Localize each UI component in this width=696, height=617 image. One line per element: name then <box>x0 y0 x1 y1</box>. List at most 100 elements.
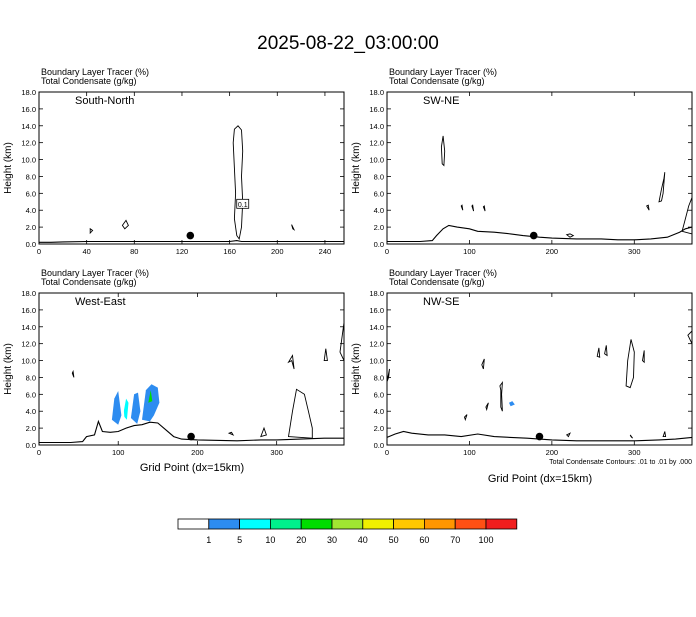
y-tick-label: 10.0 <box>21 357 36 366</box>
legend-label: 30 <box>327 535 337 545</box>
y-tick-label: 18.0 <box>21 289 36 298</box>
legend-swatch <box>454 518 487 530</box>
y-tick-label: 12.0 <box>369 340 384 349</box>
x-tick-label: 0 <box>385 448 389 457</box>
y-tick-label: 4.0 <box>374 206 384 215</box>
contour-line <box>625 339 635 389</box>
y-tick-label: 12.0 <box>21 340 36 349</box>
contour-line <box>291 224 296 231</box>
y-tick-label: 14.0 <box>21 323 36 332</box>
contour-line <box>89 227 94 235</box>
y-tick-label: 6.0 <box>26 189 36 198</box>
y-tick-label: 0.0 <box>374 441 384 450</box>
y-tick-label: 8.0 <box>26 172 36 181</box>
legend-swatch <box>269 518 302 530</box>
y-tick-label: 10.0 <box>21 156 36 165</box>
contour-line <box>687 329 693 344</box>
plot-frame <box>38 91 345 245</box>
contour-line <box>287 388 313 439</box>
contour-line <box>440 135 446 167</box>
contour-line <box>287 354 295 370</box>
x-axis-label: Grid Point (dx=15km) <box>140 462 244 474</box>
legend-label: 5 <box>237 535 242 545</box>
contour-line <box>629 434 633 439</box>
contour-line <box>232 125 244 241</box>
x-tick-label: 200 <box>191 448 204 457</box>
contour-line <box>646 204 650 211</box>
x-tick-label: 40 <box>82 247 90 256</box>
panel-header-line: Total Condensate (g/kg) <box>41 277 137 287</box>
contour-line <box>681 197 693 235</box>
contour-line <box>658 172 666 203</box>
terrain-line <box>387 224 693 243</box>
contour-line <box>121 219 129 230</box>
y-tick-label: 18.0 <box>369 88 384 97</box>
legend-label: 1 <box>206 535 211 545</box>
y-tick-label: 8.0 <box>26 373 36 382</box>
y-axis-label: Height (km) <box>3 142 14 194</box>
contour-line <box>662 431 667 438</box>
legend-swatch <box>177 518 210 530</box>
y-axis-label: Height (km) <box>3 343 14 395</box>
terrain-line <box>386 430 693 442</box>
contour-line <box>596 347 601 358</box>
contour-line <box>471 204 475 212</box>
contour-label-box <box>236 198 250 209</box>
filled-region <box>509 401 515 407</box>
legend-swatch <box>423 518 456 530</box>
x-tick-label: 240 <box>319 247 332 256</box>
panel-header-line: Total Condensate (g/kg) <box>41 76 137 86</box>
contour-line <box>71 369 75 378</box>
y-tick-label: 0.0 <box>26 441 36 450</box>
location-marker <box>187 432 195 441</box>
legend-label: 100 <box>478 535 493 545</box>
y-tick-label: 2.0 <box>374 424 384 433</box>
y-tick-label: 10.0 <box>369 357 384 366</box>
y-tick-label: 6.0 <box>374 189 384 198</box>
contour-line <box>227 431 235 436</box>
y-axis-label: Height (km) <box>351 142 362 194</box>
y-tick-label: 4.0 <box>26 407 36 416</box>
contour-line <box>565 432 571 438</box>
y-tick-label: 6.0 <box>26 390 36 399</box>
x-tick-label: 80 <box>130 247 138 256</box>
y-tick-label: 2.0 <box>26 424 36 433</box>
contour-line <box>485 402 489 412</box>
y-tick-label: 14.0 <box>369 122 384 131</box>
panel-south-north: Boundary Layer Tracer (%)Total Condensat… <box>3 67 345 256</box>
location-marker <box>535 432 544 441</box>
panel-west-east: Boundary Layer Tracer (%)Total Condensat… <box>3 268 345 474</box>
x-tick-label: 200 <box>546 247 559 256</box>
legend-label: 60 <box>419 535 429 545</box>
x-tick-label: 300 <box>628 448 641 457</box>
x-tick-label: 100 <box>463 247 476 256</box>
y-tick-label: 12.0 <box>21 139 36 148</box>
y-tick-label: 2.0 <box>374 223 384 232</box>
plot-frame <box>386 292 693 446</box>
terrain-line <box>39 240 344 243</box>
filled-region <box>130 392 141 424</box>
contour-line <box>482 205 486 212</box>
legend-swatch <box>393 518 425 530</box>
legend-swatch <box>362 518 394 530</box>
legend-label: 10 <box>265 535 275 545</box>
x-tick-label: 100 <box>112 448 125 457</box>
legend-swatch <box>300 518 333 530</box>
panel-title: SW-NE <box>423 95 459 107</box>
plot-frame <box>386 91 693 245</box>
y-tick-label: 16.0 <box>21 105 36 114</box>
panel-title: South-North <box>75 95 134 107</box>
contour-line <box>604 345 608 357</box>
panel-header-line: Total Condensate (g/kg) <box>389 76 485 86</box>
legend-label: 40 <box>358 535 368 545</box>
contour-label: 0.1 <box>238 202 248 209</box>
y-tick-label: 0.0 <box>26 240 36 249</box>
y-tick-label: 14.0 <box>369 323 384 332</box>
filled-region <box>111 391 122 425</box>
panel-header-line: Total Condensate (g/kg) <box>389 277 485 287</box>
contour-line <box>463 414 468 422</box>
contour-line <box>386 368 390 382</box>
y-tick-label: 8.0 <box>374 172 384 181</box>
x-tick-label: 0 <box>385 247 389 256</box>
